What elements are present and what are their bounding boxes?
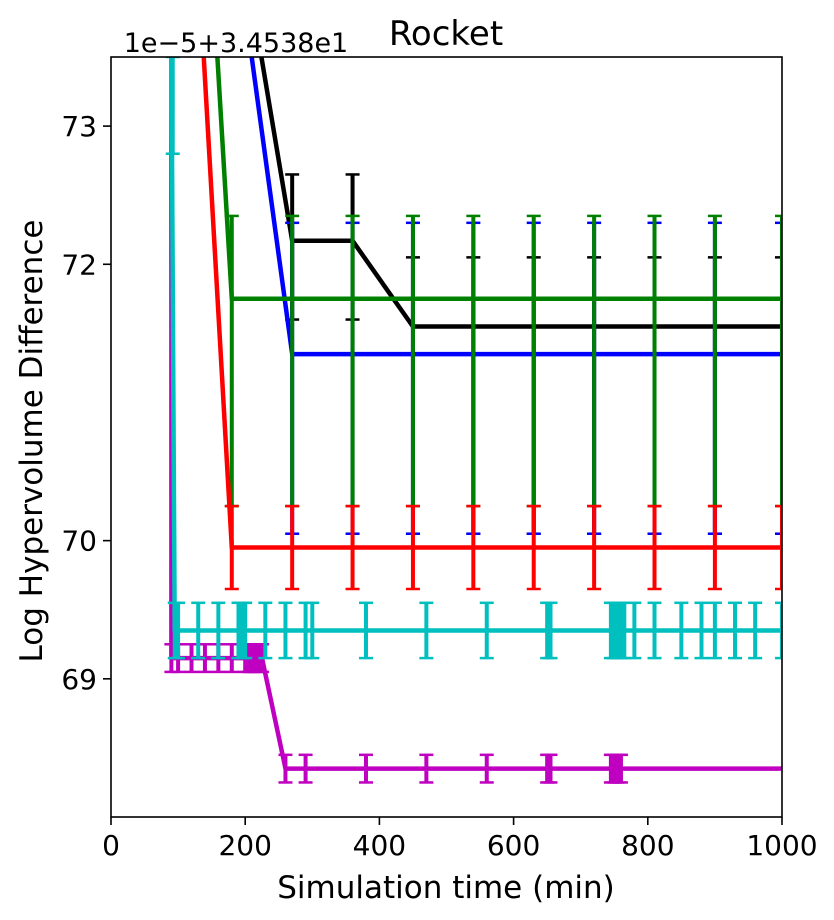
axes-layer bbox=[110, 56, 783, 818]
x-tick-label: 0 bbox=[102, 829, 120, 862]
errorbar-blue bbox=[775, 221, 782, 535]
y-tick-label: 70 bbox=[61, 525, 97, 558]
errorbar-cyan bbox=[775, 601, 782, 660]
series-line-red bbox=[201, 57, 782, 550]
x-tick-label: 200 bbox=[218, 829, 271, 862]
x-tick-label: 800 bbox=[621, 829, 674, 862]
series-line-green bbox=[215, 57, 782, 302]
series-cyan bbox=[165, 57, 782, 660]
x-tick-label: 1000 bbox=[746, 829, 817, 862]
ticks-layer: 0 200 400 600 800 1000 69 70 72 73 bbox=[61, 110, 817, 862]
y-tick-label: 72 bbox=[61, 248, 97, 281]
errorbar-red bbox=[775, 504, 782, 591]
x-tick-label: 400 bbox=[353, 829, 406, 862]
chart-title: Rocket bbox=[389, 14, 503, 54]
series-line-cyan bbox=[169, 57, 782, 633]
y-axis-label: Log Hypervolume Difference bbox=[14, 220, 50, 663]
x-tick-label: 600 bbox=[487, 829, 540, 862]
y-tick-label: 73 bbox=[61, 110, 97, 143]
plot-frame bbox=[110, 56, 783, 818]
y-tick-label: 69 bbox=[61, 663, 97, 696]
series-red bbox=[201, 57, 782, 591]
offset-label: 1e−5+3.4538e1 bbox=[124, 28, 348, 59]
series-layer bbox=[164, 57, 782, 784]
x-axis-label: Simulation time (min) bbox=[277, 870, 615, 906]
